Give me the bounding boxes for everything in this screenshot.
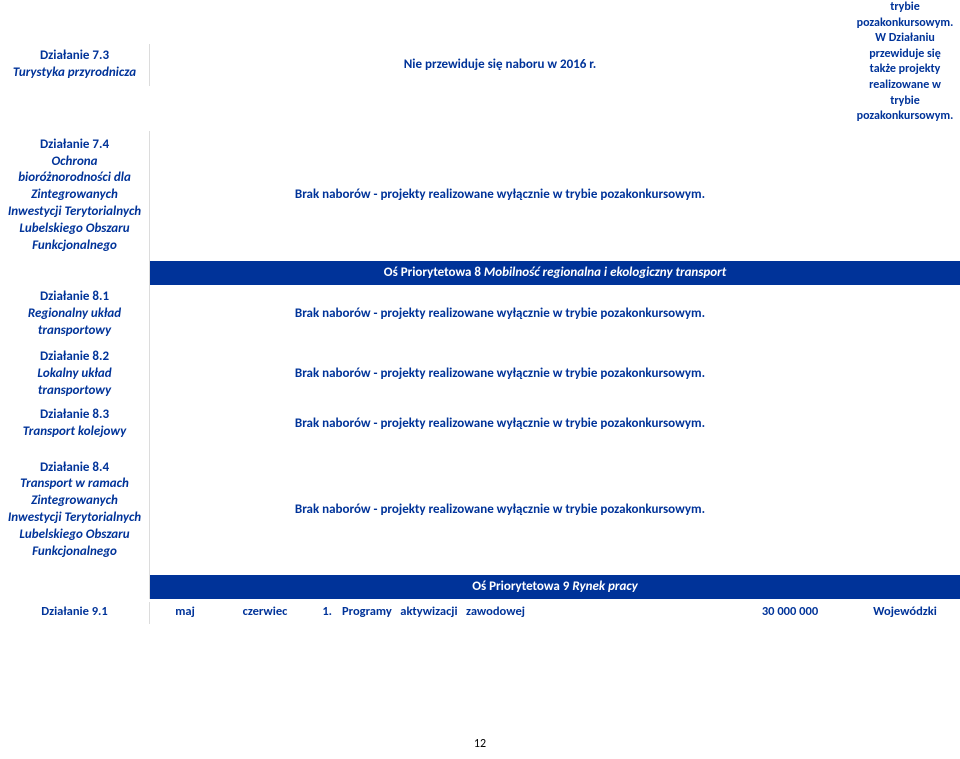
axis-9-left-empty <box>0 575 150 599</box>
row-8-1: Działanie 8.1 Regionalny układ transport… <box>0 285 960 345</box>
row-8-1-right-empty <box>850 285 960 345</box>
axis-9-band: Oś Priorytetowa 9 Rynek pracy <box>150 575 960 599</box>
axis-8-prefix: Oś Priorytetowa 8 <box>384 265 484 280</box>
row-9-1-title: Działanie 9.1 <box>0 602 150 624</box>
row-9-1-month-end: czerwiec <box>220 602 310 624</box>
axis-8-band: Oś Priorytetowa 8 Mobilność regionalna i… <box>150 261 960 285</box>
row-8-3: Działanie 8.3 Transport kolejowy Brak na… <box>0 403 960 445</box>
row-8-1-sub: Regionalny układ transportowy <box>6 306 143 340</box>
row-7-3-title: Działanie 7.3 <box>6 48 143 65</box>
axis-9-row: Oś Priorytetowa 9 Rynek pracy <box>0 575 960 599</box>
row-7-4-right-empty <box>850 131 960 261</box>
row-8-4-sub: Transport w ramach Zintegrowanych Inwest… <box>6 476 143 560</box>
row-8-4: Działanie 8.4 Transport w ramach Zintegr… <box>0 445 960 575</box>
row-9-1-program: Programy aktywizacji zawodowej <box>334 602 730 624</box>
row-7-3-left: Działanie 7.3 Turystyka przyrodnicza <box>0 44 150 86</box>
row-8-2-title: Działanie 8.2 <box>6 349 143 366</box>
row-8-1-left: Działanie 8.1 Regionalny układ transport… <box>0 285 150 345</box>
row-7-4-mid: Brak naborów - projekty realizowane wyłą… <box>150 131 850 261</box>
row-7-3-sub: Turystyka przyrodnicza <box>6 65 143 82</box>
row-9-1-month-start: maj <box>150 602 220 624</box>
row-7-4-left: Działanie 7.4 Ochrona bioróżnorodności d… <box>0 131 150 261</box>
page: Działanie 7.3 Turystyka przyrodnicza Nie… <box>0 0 960 759</box>
axis-9-italic: Rynek pracy <box>572 579 637 594</box>
axis-8-italic: Mobilność regionalna i ekologiczny trans… <box>484 265 726 280</box>
row-8-2-sub: Lokalny układ transportowy <box>6 366 143 400</box>
row-7-4: Działanie 7.4 Ochrona bioróżnorodności d… <box>0 131 960 261</box>
row-8-1-title: Działanie 8.1 <box>6 289 143 306</box>
row-8-3-sub: Transport kolejowy <box>6 424 143 441</box>
row-8-4-right-empty <box>850 445 960 575</box>
row-8-2-mid: Brak naborów - projekty realizowane wyłą… <box>150 345 850 404</box>
row-7-3-mid: Nie przewiduje się naboru w 2016 r. <box>150 51 850 80</box>
row-7-3-right: trybie pozakonkursowym. W Działaniu prze… <box>850 0 960 131</box>
row-8-3-right-empty <box>850 403 960 445</box>
row-8-2: Działanie 8.2 Lokalny układ transportowy… <box>0 345 960 404</box>
row-8-3-title: Działanie 8.3 <box>6 407 143 424</box>
row-9-1-amount: 30 000 000 <box>730 602 850 624</box>
row-8-4-mid: Brak naborów - projekty realizowane wyłą… <box>150 445 850 575</box>
row-8-3-mid: Brak naborów - projekty realizowane wyłą… <box>150 403 850 445</box>
row-8-4-title: Działanie 8.4 <box>6 460 143 477</box>
axis-8-left-empty <box>0 261 150 285</box>
row-8-2-left: Działanie 8.2 Lokalny układ transportowy <box>0 345 150 404</box>
page-number: 12 <box>474 737 486 751</box>
row-9-1-scope: Wojewódzki <box>850 602 960 624</box>
row-7-3: Działanie 7.3 Turystyka przyrodnicza Nie… <box>0 0 960 131</box>
row-8-2-right-empty <box>850 345 960 404</box>
row-7-4-title: Działanie 7.4 <box>6 137 143 154</box>
axis-9-prefix: Oś Priorytetowa 9 <box>472 579 572 594</box>
row-8-3-left: Działanie 8.3 Transport kolejowy <box>0 403 150 445</box>
row-7-4-sub: Ochrona bioróżnorodności dla Zintegrowan… <box>6 154 143 255</box>
row-8-1-mid: Brak naborów - projekty realizowane wyłą… <box>150 285 850 345</box>
axis-8-row: Oś Priorytetowa 8 Mobilność regionalna i… <box>0 261 960 285</box>
row-9-1: Działanie 9.1 maj czerwiec 1. Programy a… <box>0 599 960 627</box>
row-8-4-left: Działanie 8.4 Transport w ramach Zintegr… <box>0 445 150 575</box>
row-9-1-index: 1. <box>310 602 334 624</box>
